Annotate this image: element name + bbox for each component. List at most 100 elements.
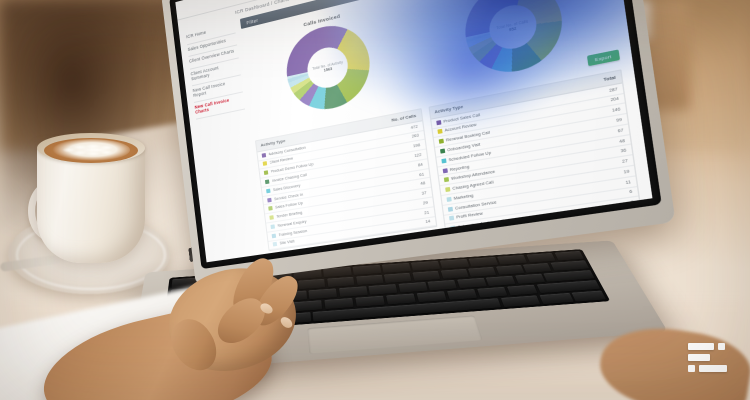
row-value: 14 [425, 219, 431, 225]
color-swatch [443, 177, 449, 183]
row-value: 146 [611, 107, 621, 114]
main-content: Filter Calls Invoiced Total No. of Activ… [234, 0, 652, 262]
keyboard-key[interactable] [398, 281, 428, 293]
logo-bar [699, 365, 727, 372]
keyboard-key[interactable] [440, 268, 469, 280]
keyboard-key[interactable] [539, 292, 574, 305]
row-value: 19 [623, 168, 630, 175]
color-swatch [438, 138, 444, 145]
row-value: 2 [630, 200, 635, 206]
color-swatch [435, 119, 441, 126]
color-swatch [261, 152, 267, 158]
donut-wrap-calls-invoiced: Total No. of Activity 1563 [282, 17, 375, 117]
row-value: 61 [418, 171, 425, 177]
legend-table-calls-invoiced: Activity Type No. of Calls Advisory Cons… [254, 108, 437, 252]
logo-row [688, 354, 734, 361]
keyboard-key[interactable] [497, 254, 528, 265]
color-swatch [264, 179, 270, 185]
donut-center-value: 1563 [323, 66, 333, 73]
keyboard-key[interactable] [368, 284, 398, 295]
row-value: 99 [615, 117, 623, 124]
keyboard-key[interactable] [411, 260, 441, 271]
color-swatch [447, 206, 453, 212]
row-value: 37 [421, 190, 427, 196]
keyboard-key[interactable] [500, 295, 541, 308]
color-swatch [271, 233, 277, 238]
color-swatch [266, 188, 271, 194]
keyboard-key[interactable] [427, 279, 458, 291]
logo-row [688, 365, 734, 372]
color-swatch [263, 170, 269, 176]
keyboard-key[interactable] [495, 264, 525, 276]
row-value: 48 [618, 137, 626, 144]
row-value: 84 [417, 162, 423, 168]
row-value: 122 [414, 152, 422, 159]
row-value: 6 [629, 189, 633, 195]
keyboard-key[interactable] [554, 251, 585, 261]
laptop-screen: xero | CRM Reporting ICR Dashboard / Cha… [175, 0, 653, 263]
color-swatch [440, 158, 446, 164]
keyboard-key[interactable] [468, 266, 497, 278]
row-value: 29 [422, 200, 429, 206]
color-swatch [444, 187, 450, 193]
keyboard-key[interactable] [440, 258, 470, 269]
row-value: 287 [608, 86, 618, 93]
app-body: ICR Home Sales Opportunities Client Over… [179, 0, 652, 262]
color-swatch [448, 216, 454, 222]
logo-bar [688, 343, 714, 350]
filter-label: Filter [246, 17, 259, 26]
keyboard-key[interactable] [469, 256, 499, 267]
logo-dot [688, 365, 695, 372]
crm-dashboard-app: xero | CRM Reporting ICR Dashboard / Cha… [175, 0, 653, 263]
typing-hand [33, 250, 362, 400]
color-swatch [272, 242, 278, 247]
keyboard-key[interactable] [523, 262, 552, 274]
keyboard-key[interactable] [382, 262, 411, 274]
logo-row [688, 343, 734, 350]
keyboard-key[interactable] [514, 273, 545, 285]
row-value: 21 [424, 210, 430, 216]
row-value: 263 [411, 133, 420, 140]
color-swatch [269, 215, 274, 221]
keyboard-key[interactable] [446, 288, 478, 300]
keyboard-key[interactable] [525, 252, 556, 263]
row-value: 36 [620, 148, 627, 154]
column-header-value: No. of Calls [391, 112, 417, 124]
color-swatch [262, 161, 268, 167]
donut-center-value: 952 [508, 25, 517, 33]
keyboard-key[interactable] [412, 270, 441, 282]
row-value: 27 [621, 158, 629, 165]
row-value: 198 [412, 143, 421, 149]
keyboard-key[interactable] [571, 290, 607, 302]
keyboard-key[interactable] [457, 277, 487, 289]
color-swatch [436, 129, 443, 135]
bar-logo-icon [688, 343, 734, 372]
row-value: 67 [617, 127, 624, 134]
row-value: 204 [610, 96, 620, 103]
column-header-value: Total [603, 74, 617, 83]
row-value: 11 [625, 179, 632, 185]
legend-table-activity-type: Activity Type Total Product Sales Call 28… [427, 69, 642, 237]
row-value: 472 [410, 124, 418, 130]
brand-logo-icon: xero [233, 0, 248, 1]
keyboard-key[interactable] [550, 260, 590, 272]
color-swatch [445, 196, 452, 202]
color-swatch [449, 225, 456, 231]
color-swatch [439, 148, 445, 154]
color-swatch [442, 167, 448, 174]
keyboard-key[interactable] [416, 291, 447, 303]
logo-bar [688, 354, 710, 361]
color-swatch [270, 224, 275, 230]
keyboard-key[interactable] [384, 272, 412, 284]
color-swatch [267, 197, 272, 203]
keyboard-key[interactable] [476, 286, 508, 298]
keyboard-key[interactable] [506, 284, 538, 296]
row-value: 48 [420, 181, 426, 187]
logo-dot [718, 343, 725, 350]
latte-art-rosetta [62, 140, 122, 160]
latte-cup [37, 143, 145, 263]
keyboard-key[interactable] [385, 293, 416, 305]
keyboard-key[interactable] [486, 275, 516, 287]
color-swatch [268, 206, 273, 212]
